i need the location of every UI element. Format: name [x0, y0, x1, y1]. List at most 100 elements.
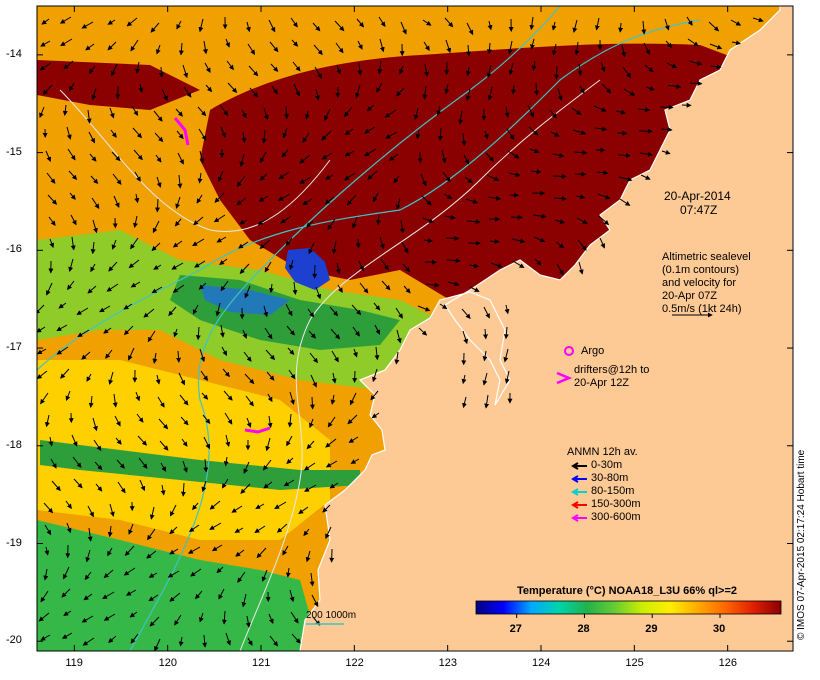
velocity-arrow-icon: [37, 326, 46, 333]
velocity-arrow-icon: [645, 86, 655, 91]
map-time: 07:47Z: [680, 203, 718, 217]
velocity-arrow-icon: [90, 175, 99, 184]
velocity-arrow-icon: [153, 110, 163, 122]
isobath-200m: [37, 19, 701, 371]
velocity-arrow-icon: [287, 413, 293, 428]
velocity-arrow-icon: [577, 239, 587, 251]
velocity-arrow-icon: [265, 349, 276, 361]
velocity-arrow-icon: [103, 569, 114, 579]
velocity-arrow-icon: [37, 348, 47, 355]
velocity-arrow-icon: [111, 63, 118, 77]
colorbar: [475, 600, 782, 615]
velocity-arrow-icon: [181, 438, 188, 447]
velocity-arrow-icon: [485, 152, 495, 162]
anmn-legend: ANMN 12h av. 0-30m 30-80m 80-150m 150-30…: [567, 446, 641, 524]
velocity-arrow-icon: [47, 194, 58, 205]
velocity-arrow-icon: [486, 174, 500, 181]
velocity-arrow-icon: [465, 66, 471, 77]
argo-label: Argo: [581, 345, 605, 357]
velocity-arrow-icon: [322, 504, 331, 513]
velocity-arrow-icon: [94, 461, 103, 471]
velocity-arrow-icon: [225, 434, 231, 448]
velocity-arrow-icon: [352, 216, 358, 229]
velocity-arrow-icon: [556, 263, 564, 276]
velocity-arrow-icon: [462, 396, 467, 409]
velocity-arrow-icon: [198, 282, 207, 290]
velocity-arrow-icon: [124, 545, 135, 556]
velocity-arrow-icon: [343, 106, 353, 118]
velocity-arrow-icon: [465, 198, 479, 204]
velocity-arrow-icon: [46, 282, 53, 296]
velocity-arrow-icon: [321, 152, 333, 160]
velocity-arrow-icon: [178, 42, 184, 56]
velocity-arrow-icon: [259, 151, 267, 164]
velocity-arrow-icon: [103, 327, 112, 334]
velocity-arrow-icon: [379, 236, 385, 250]
velocity-arrow-icon: [274, 501, 287, 509]
velocity-arrow-icon: [65, 390, 71, 401]
velocity-arrow-icon: [66, 522, 72, 534]
velocity-arrow-icon: [60, 368, 70, 379]
velocity-arrow-icon: [244, 373, 255, 385]
velocity-arrow-icon: [622, 66, 632, 79]
velocity-arrow-icon: [160, 484, 166, 496]
velocity-arrow-icon: [621, 44, 627, 58]
velocity-arrow-icon: [48, 216, 56, 226]
velocity-arrow-icon: [554, 219, 565, 224]
velocity-arrow-icon: [299, 154, 311, 164]
velocity-arrow-icon: [41, 18, 50, 25]
velocity-arrow-icon: [174, 218, 182, 227]
velocity-arrow-icon: [194, 260, 206, 268]
velocity-arrow-icon: [219, 324, 225, 338]
velocity-arrow-icon: [305, 550, 311, 563]
velocity-arrow-icon: [574, 41, 580, 56]
plot-frame: [36, 5, 794, 652]
velocity-arrow-icon: [176, 20, 182, 30]
axis-ticks: [37, 6, 793, 651]
velocity-arrow-icon: [315, 286, 322, 300]
velocity-arrow-icon: [594, 126, 608, 132]
velocity-arrow-icon: [156, 176, 162, 188]
velocity-arrow-icon: [44, 524, 52, 536]
velocity-arrow-icon: [69, 82, 75, 92]
velocity-arrow-icon: [335, 42, 344, 54]
velocity-arrow-icon: [593, 105, 607, 112]
velocity-arrow-icon: [241, 593, 247, 608]
velocity-arrow-icon: [154, 638, 161, 651]
velocity-arrow-icon: [447, 281, 460, 287]
velocity-arrow-icon: [263, 305, 269, 318]
velocity-arrow-icon: [261, 129, 267, 144]
velocity-arrow-icon: [337, 284, 343, 293]
velocity-arrow-icon: [285, 303, 293, 317]
velocity-arrow-icon: [194, 590, 203, 600]
velocity-arrow-icon: [108, 635, 117, 644]
velocity-arrow-icon: [193, 216, 204, 226]
drifters-label: 20-Apr 12Z: [574, 377, 630, 389]
velocity-arrow-icon: [139, 479, 146, 492]
velocity-arrow-icon: [617, 152, 632, 158]
lat-tick-label: -19: [6, 536, 22, 549]
velocity-arrow-icon: [88, 395, 94, 409]
velocity-arrow-icon: [154, 132, 164, 143]
velocity-arrow-icon: [512, 260, 525, 269]
velocity-arrow-icon: [95, 483, 103, 492]
velocity-arrow-icon: [551, 43, 557, 56]
velocity-arrow-icon: [601, 83, 612, 94]
velocity-arrow-icon: [176, 350, 182, 363]
velocity-arrow-icon: [302, 198, 313, 205]
velocity-arrow-icon: [99, 305, 111, 313]
velocity-arrow-icon: [179, 394, 189, 406]
velocity-arrow-icon: [67, 148, 76, 161]
velocity-arrow-icon: [466, 219, 481, 225]
velocity-arrow-icon: [151, 286, 163, 294]
velocity-arrow-icon: [399, 219, 405, 234]
velocity-arrow-icon: [571, 107, 582, 115]
velocity-arrow-icon: [245, 21, 251, 33]
velocity-arrow-icon: [48, 436, 54, 447]
velocity-arrow-icon: [276, 523, 288, 533]
velocity-arrow-icon: [254, 525, 266, 534]
velocity-arrow-icon: [461, 374, 467, 385]
velocity-arrow-icon: [487, 195, 502, 201]
lat-tick-label: -20: [6, 634, 22, 647]
velocity-arrow-icon: [135, 61, 141, 74]
